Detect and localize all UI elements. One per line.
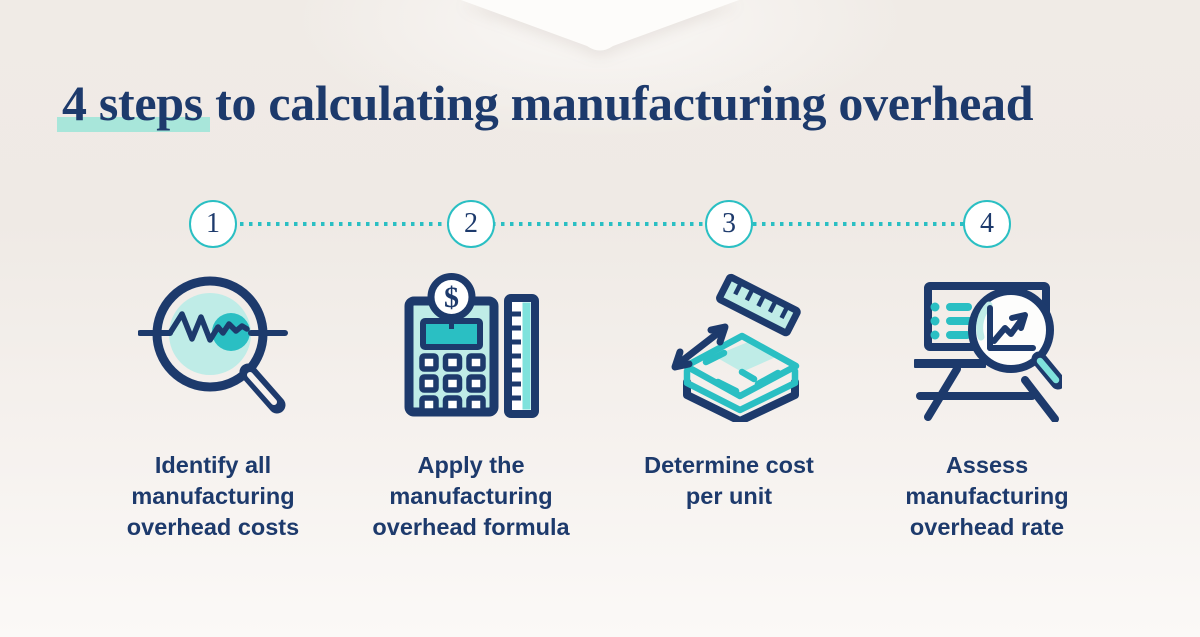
- steps-row: 1 Identify all manufacturing overhead co…: [84, 200, 1116, 543]
- step-label: Identify all manufacturing overhead cost…: [94, 450, 332, 543]
- step-label: Assess manufacturing overhead rate: [868, 450, 1106, 543]
- step-number-badge: 2: [447, 200, 495, 248]
- step-label: Determine cost per unit: [610, 450, 848, 512]
- chevron-down-decoration: [461, 0, 739, 51]
- page-title: 4 steps to calculating manufacturing ove…: [57, 74, 1034, 132]
- step-number-badge: 3: [705, 200, 753, 248]
- step-connector-dotted-line: [213, 222, 987, 226]
- step-2: 2 $: [342, 200, 600, 543]
- step-number: 2: [464, 208, 478, 239]
- step-4: 4: [858, 200, 1116, 543]
- step-label: Apply the manufacturing overhead formula: [352, 450, 590, 543]
- step-number: 1: [206, 208, 220, 239]
- step-3: 3: [600, 200, 858, 543]
- step-label-line: Determine cost: [644, 452, 814, 478]
- svg-text:$: $: [444, 281, 459, 314]
- step-label-line: overhead costs: [126, 514, 300, 540]
- step-label-line: Identify all: [154, 452, 272, 478]
- board-chart-magnifier-icon: [914, 282, 1062, 422]
- step-label-line: Assess: [945, 452, 1029, 478]
- title-highlight: 4 steps: [57, 75, 210, 132]
- title-rest: to calculating manufacturing overhead: [202, 75, 1034, 131]
- step-label-line: Apply the: [417, 452, 525, 478]
- step-number: 3: [722, 208, 736, 239]
- step-label-line: overhead formula: [372, 514, 570, 540]
- step-number-badge: 1: [189, 200, 237, 248]
- calculator-ruler-icon: $: [404, 273, 539, 418]
- step-label-line: overhead rate: [909, 514, 1065, 540]
- magnifier-chart-icon: [138, 276, 288, 414]
- step-label-line: manufacturing: [131, 483, 295, 509]
- floorplan-ruler-icon: [671, 273, 801, 422]
- step-number-badge: 4: [963, 200, 1011, 248]
- step-label-line: manufacturing: [905, 483, 1069, 509]
- step-1: 1 Identify all manufacturing overhead co…: [84, 200, 342, 543]
- step-label-line: manufacturing: [389, 483, 553, 509]
- step-number: 4: [980, 208, 994, 239]
- step-label-line: per unit: [685, 483, 773, 509]
